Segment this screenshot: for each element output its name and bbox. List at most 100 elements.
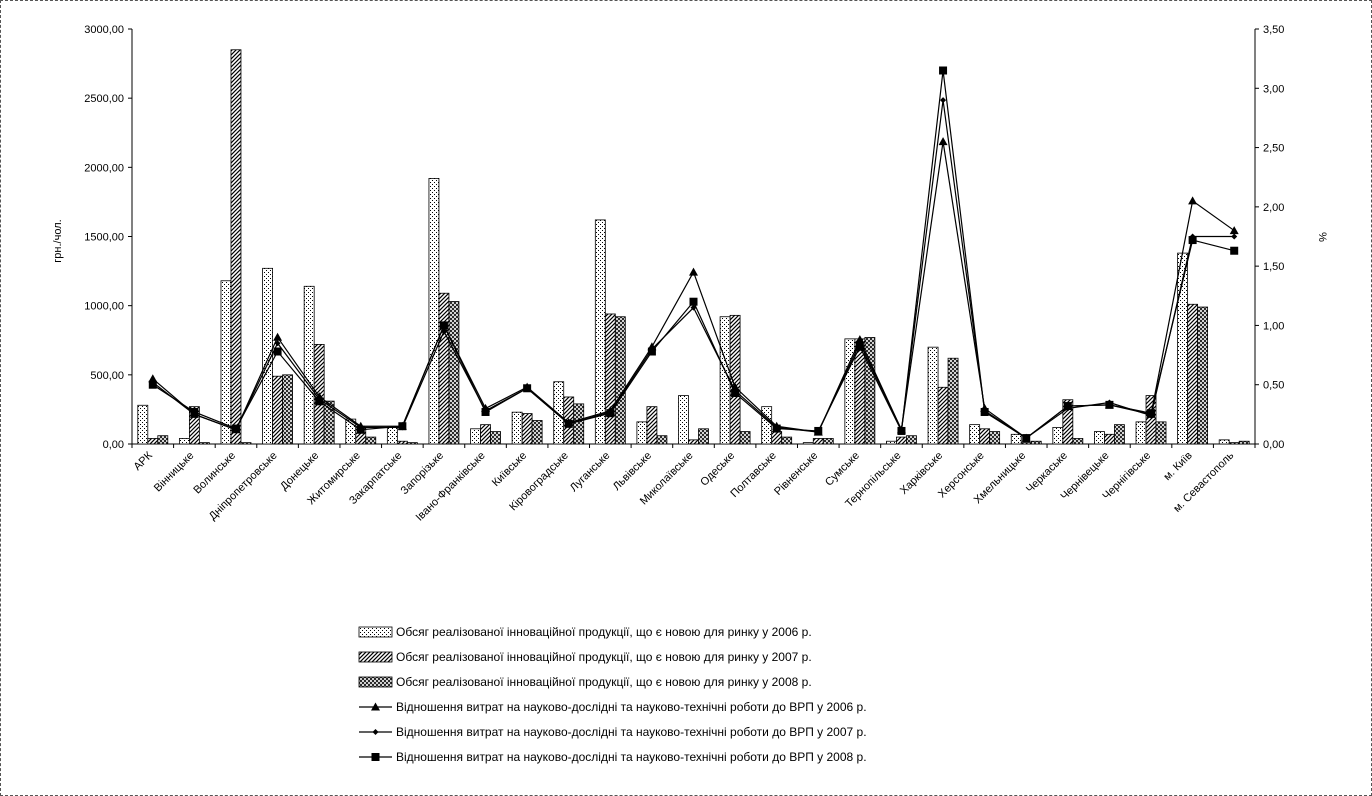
bar: [1010, 433, 1022, 445]
line-point: [231, 424, 240, 433]
category-label: Рівненське: [772, 450, 820, 498]
bar: [511, 411, 523, 445]
bar: [1052, 426, 1064, 445]
bar: [1238, 440, 1250, 445]
y-left-tick-label: 2500,00: [84, 93, 124, 105]
line-point: [689, 297, 698, 306]
bar: [614, 316, 626, 445]
bar: [220, 280, 232, 445]
line-point: [1231, 233, 1238, 240]
line-point: [897, 426, 906, 435]
bar: [531, 420, 543, 445]
bar: [323, 400, 335, 445]
bar: [822, 438, 834, 445]
bar: [188, 406, 200, 445]
line-point: [939, 66, 948, 75]
bar: [470, 428, 481, 445]
y-right-tick-label: 0,50: [1263, 380, 1284, 392]
bar: [979, 428, 991, 445]
legend-swatch-marker: [371, 702, 380, 711]
y-right-tick-label: 1,50: [1263, 261, 1284, 273]
bar: [604, 313, 616, 445]
legend-swatch: [358, 676, 393, 688]
bar: [896, 436, 907, 445]
bar: [1135, 421, 1147, 445]
line-point: [772, 424, 781, 433]
line-point: [439, 321, 448, 330]
line-point: [689, 267, 698, 276]
bar: [1228, 442, 1240, 445]
bar: [521, 413, 533, 445]
bar: [1155, 421, 1167, 445]
line-point: [731, 389, 740, 398]
line-point: [1022, 434, 1031, 443]
bar: [678, 395, 689, 445]
bar: [282, 374, 293, 445]
line-point: [855, 342, 864, 351]
line-point: [1147, 409, 1156, 418]
bar: [739, 431, 751, 445]
bar: [1094, 431, 1105, 445]
category-label: Луганське: [568, 450, 613, 495]
legend-label: Відношення витрат на науково-дослідні та…: [396, 700, 867, 714]
bar: [406, 442, 418, 445]
line-point: [938, 137, 948, 146]
line-point: [855, 335, 865, 344]
bar: [1104, 433, 1115, 445]
bar: [812, 438, 824, 445]
y-left-tick-label: 3000,00: [84, 24, 124, 36]
bar: [428, 177, 440, 445]
lines: [148, 66, 1239, 443]
bar: [147, 438, 159, 445]
bar: [1197, 306, 1209, 445]
line-point: [148, 374, 158, 383]
line-point: [523, 384, 532, 393]
bars: [137, 49, 1250, 445]
line-point: [190, 407, 199, 416]
y-axis-left-label: грн./чол.: [52, 219, 64, 262]
y-left-tick-label: 1500,00: [84, 232, 124, 244]
bar: [688, 439, 699, 445]
y-right-tick-label: 2,50: [1263, 143, 1284, 155]
line-point: [481, 407, 490, 416]
legend-label: Обсяг реалізованої інноваційної продукці…: [396, 650, 812, 664]
line-point: [273, 347, 282, 356]
bar: [448, 301, 460, 445]
bar: [1030, 440, 1042, 445]
line-point: [606, 409, 615, 418]
bar: [781, 436, 793, 445]
bar: [594, 219, 606, 445]
bar: [1020, 442, 1032, 445]
bar: [1187, 303, 1199, 445]
bar: [198, 442, 210, 445]
y-right-tick-label: 0,00: [1263, 439, 1284, 451]
legend-swatch: [358, 651, 393, 663]
line-point: [564, 419, 573, 428]
bar: [157, 435, 169, 445]
bar: [771, 431, 783, 445]
bar: [646, 406, 658, 445]
bar: [802, 442, 814, 445]
line-point: [814, 426, 823, 435]
bar: [969, 424, 981, 445]
y-left-tick-label: 500,00: [90, 370, 124, 382]
bar: [1145, 395, 1157, 445]
legend-label: Відношення витрат на науково-дослідні та…: [396, 725, 867, 739]
category-label: Донецьке: [278, 450, 321, 493]
category-label: Івано-Франківське: [414, 450, 488, 524]
bar: [761, 406, 773, 445]
line-point: [274, 340, 281, 347]
bar: [240, 442, 252, 445]
line-point: [1188, 236, 1197, 245]
bar: [480, 424, 491, 445]
legend-swatch: [358, 626, 393, 638]
category-labels: АРКВінницькеВолинськеДніпропетровськеДон…: [132, 449, 1237, 523]
category-label: Київське: [490, 450, 529, 489]
y-right-tick-label: 3,50: [1263, 24, 1284, 36]
bar: [656, 435, 668, 445]
bar: [230, 49, 242, 445]
bar: [365, 436, 377, 445]
legend-label: Обсяг реалізованої інноваційної продукці…: [396, 675, 812, 689]
y-right-tick-label: 1,00: [1263, 320, 1284, 332]
